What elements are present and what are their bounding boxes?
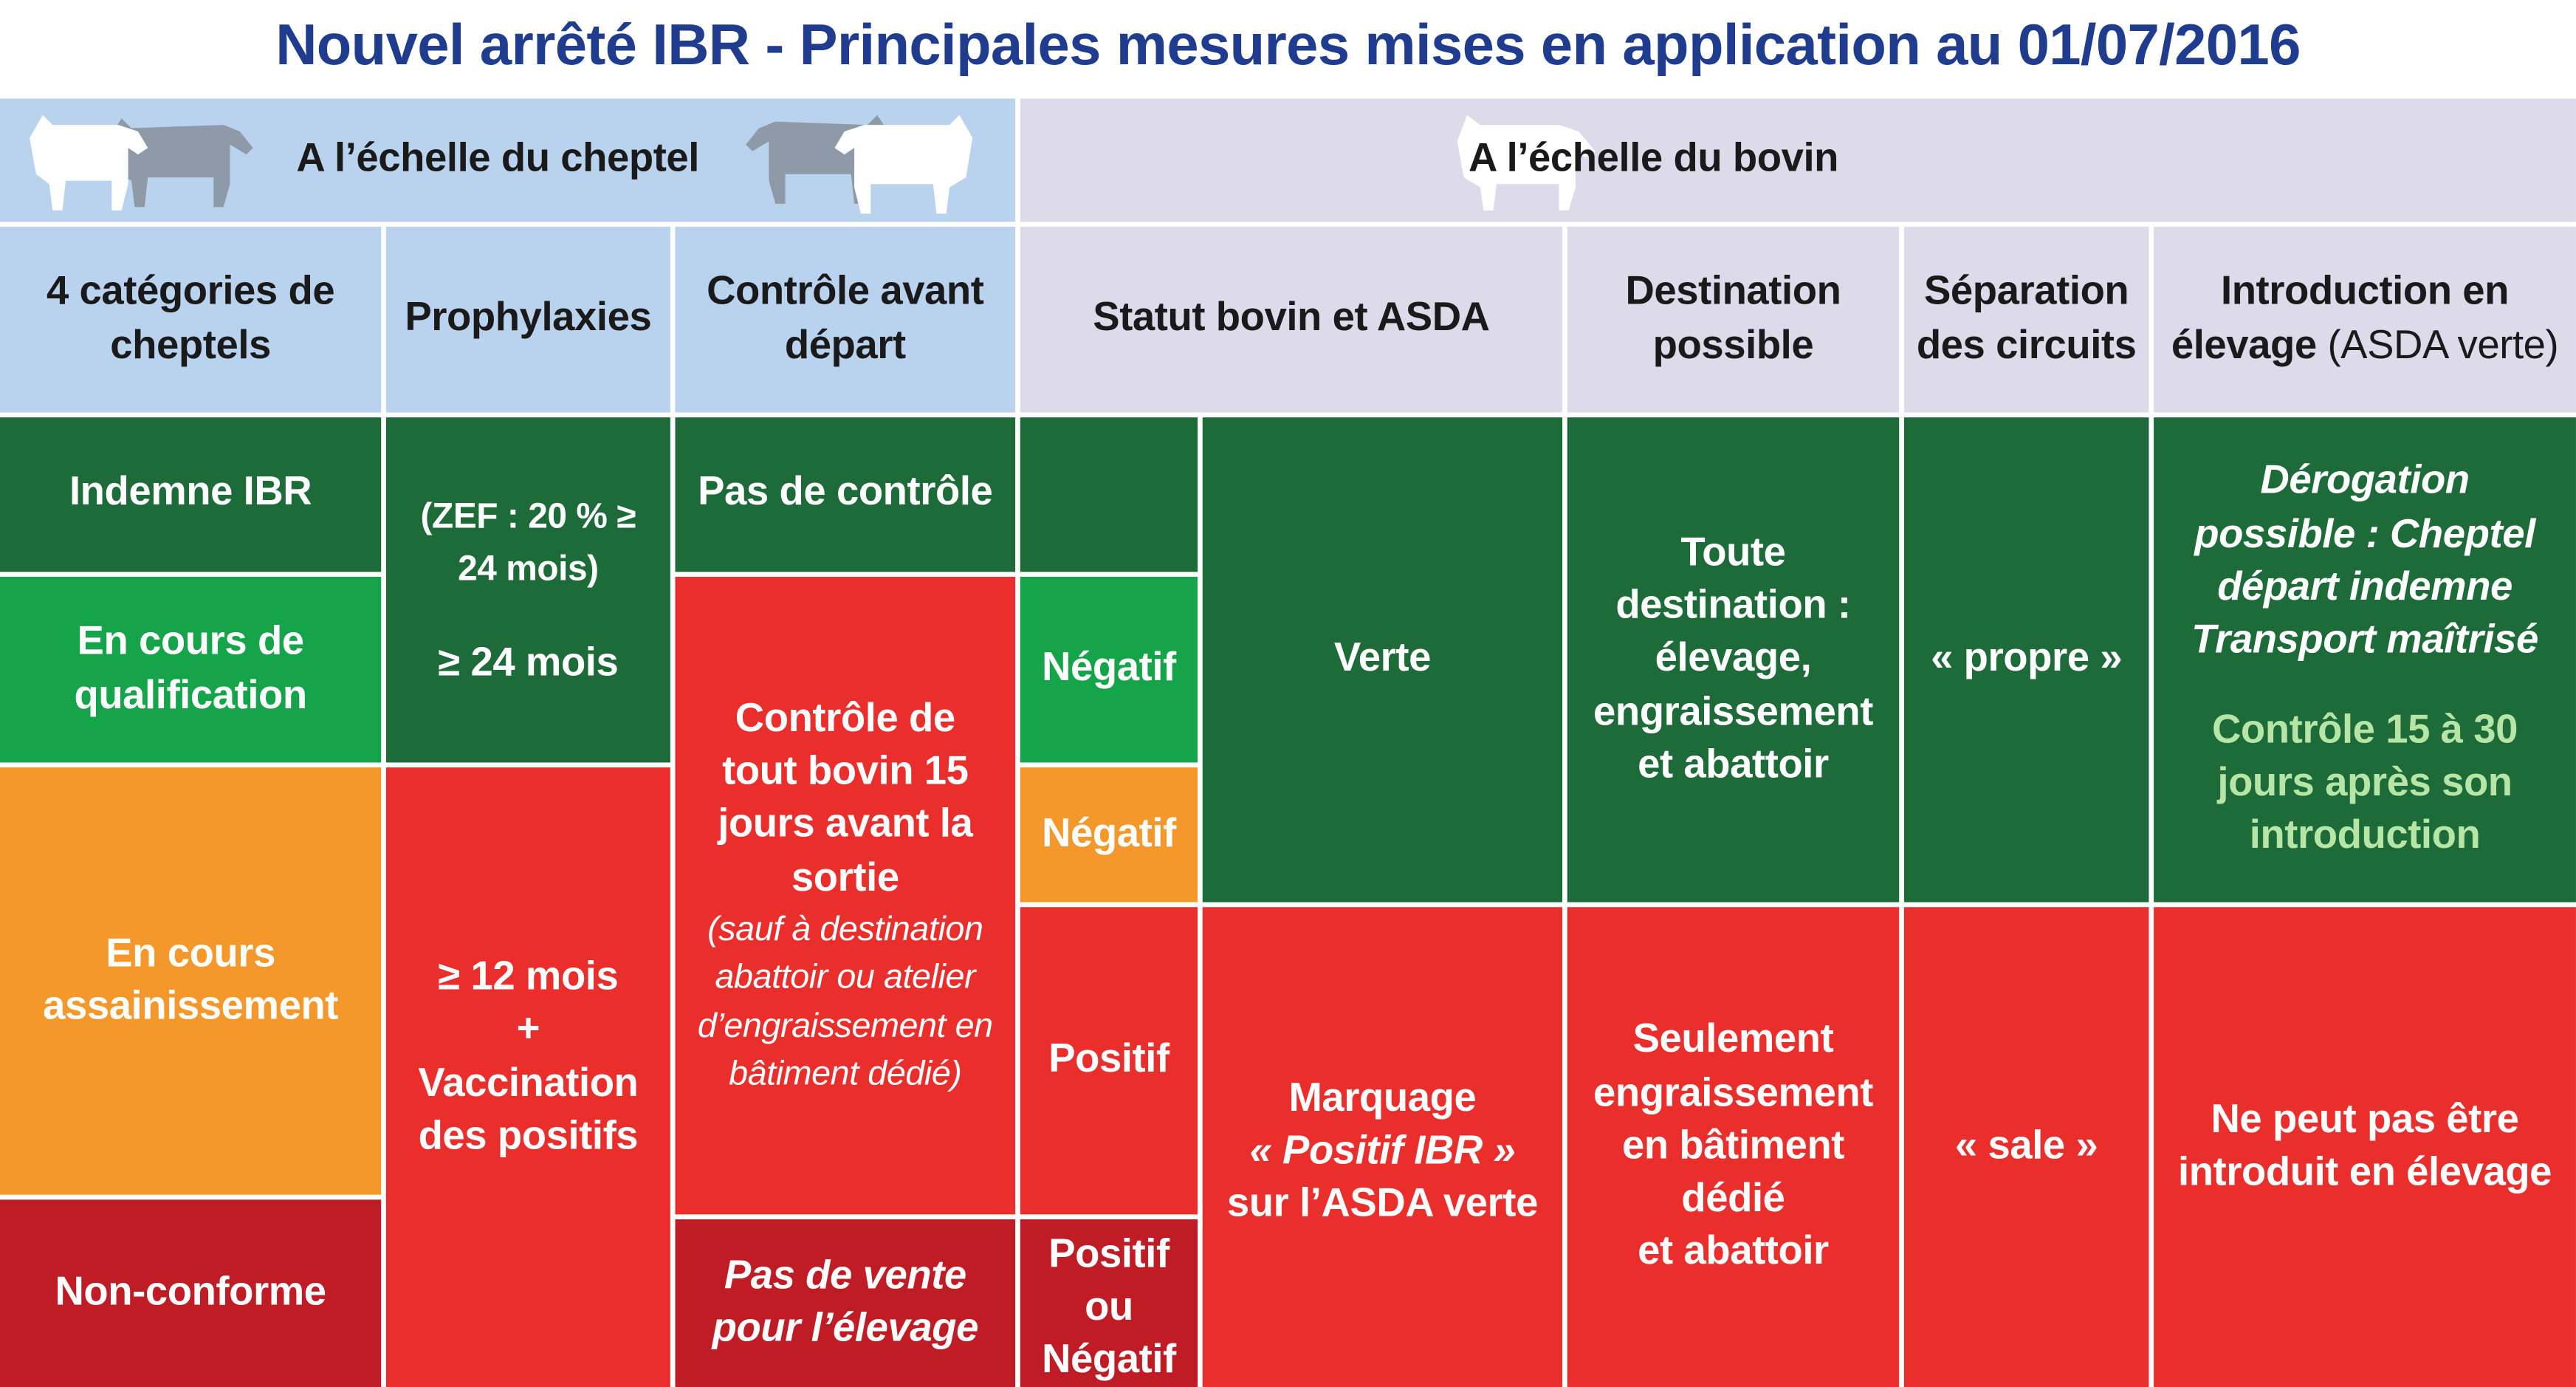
- section-bovin-label: A l’échelle du bovin: [1469, 137, 1839, 182]
- introduction-controle: Contrôle 15 à 30 jours après son introdu…: [2211, 708, 2518, 859]
- header-statut: Statut bovin et ASDA: [1020, 227, 1563, 413]
- separation-propre: « propre »: [1903, 417, 2149, 903]
- asda-positif-ibr: « Positif IBR »: [1249, 1129, 1516, 1174]
- header-controle: Contrôle avant départ: [675, 227, 1016, 413]
- section-cheptel-label: A l’échelle du cheptel: [296, 137, 700, 182]
- prophylaxie-assainissement: ≥ 12 mois + Vaccination des positifs: [385, 767, 670, 1387]
- header-introduction-bold: Introduction en élevage: [2171, 270, 2510, 368]
- prophylaxie-plus: +: [516, 1007, 540, 1052]
- asda-verte: Verte: [1202, 417, 1563, 903]
- controle-note: (sauf à destination abattoir ou atelier …: [697, 910, 993, 1093]
- controle-pas-vente: Pas de vente pour l’élevage: [675, 1219, 1016, 1387]
- destination-abattoir: et abattoir: [1638, 1230, 1829, 1275]
- cow-icon: [30, 114, 148, 210]
- header-categories: 4 catégories de cheptels: [0, 227, 382, 413]
- header-separation: Séparation des circuits: [1903, 227, 2149, 413]
- section-bovin: A l’échelle du bovin: [1020, 98, 2576, 222]
- statut-positif: Positif: [1020, 907, 1198, 1215]
- asda-sur-verte: sur l’ASDA verte: [1226, 1182, 1539, 1227]
- header-introduction: Introduction en élevage (ASDA verte): [2154, 227, 2576, 413]
- prophylaxie-24-mois: ≥ 24 mois: [438, 640, 619, 686]
- introduction-ne-peut: Ne peut pas être introduit en élevage: [2154, 907, 2576, 1387]
- destination-seulement: Seulement engraissement en bâtiment dédi…: [1567, 907, 1900, 1387]
- statut-negatif-qualification: Négatif: [1020, 577, 1198, 763]
- page-title: Nouvel arrêté IBR - Principales mesures …: [275, 13, 2301, 78]
- category-qualification: En cours de qualification: [0, 577, 382, 763]
- cow-icon: [834, 114, 973, 214]
- statut-indemne-empty: [1020, 417, 1198, 572]
- prophylaxie-vaccination: Vaccination des positifs: [418, 1061, 639, 1159]
- prophylaxie-12-mois: ≥ 12 mois: [438, 954, 619, 999]
- introduction-derogation-label: Dérogation possible : Cheptel départ ind…: [2191, 459, 2538, 663]
- controle-main: Contrôle de tout bovin 15 jours avant la…: [675, 577, 1016, 1215]
- asda-marquage-label: Marquage: [1288, 1075, 1477, 1120]
- category-indemne: Indemne IBR: [0, 417, 382, 572]
- destination-seulement-label: Seulement engraissement en bâtiment dédi…: [1593, 1017, 1874, 1222]
- header-prophylaxies: Prophylaxies: [385, 227, 670, 413]
- cow-icon: [1457, 114, 1596, 210]
- header-introduction-note: (ASDA verte): [2316, 323, 2559, 368]
- destination-toute: Toute destination : élevage, engraisseme…: [1567, 417, 1900, 903]
- controle-main-label: Contrôle de tout bovin 15 jours avant la…: [718, 696, 973, 900]
- asda-marquage: Marquage « Positif IBR » sur l’ASDA vert…: [1202, 907, 1563, 1387]
- header-destination: Destination possible: [1567, 227, 1900, 413]
- section-cheptel: A l’échelle du cheptel: [0, 98, 1016, 222]
- prophylaxie-indemne-qualification: (ZEF : 20 % ≥ 24 mois) ≥ 24 mois: [385, 417, 670, 763]
- statut-negatif-assainissement: Négatif: [1020, 767, 1198, 903]
- separation-sale: « sale »: [1903, 907, 2149, 1387]
- introduction-derogation: Dérogation possible : Cheptel départ ind…: [2154, 417, 2576, 903]
- prophylaxie-zef: (ZEF : 20 % ≥ 24 mois): [420, 496, 636, 589]
- controle-pas: Pas de contrôle: [675, 417, 1016, 572]
- statut-positif-ou-negatif: Positif ou Négatif: [1020, 1219, 1198, 1387]
- cow-icon: [108, 118, 253, 208]
- category-assainissement: En cours assainissement: [0, 767, 382, 1195]
- category-nonconforme: Non-conforme: [0, 1199, 382, 1387]
